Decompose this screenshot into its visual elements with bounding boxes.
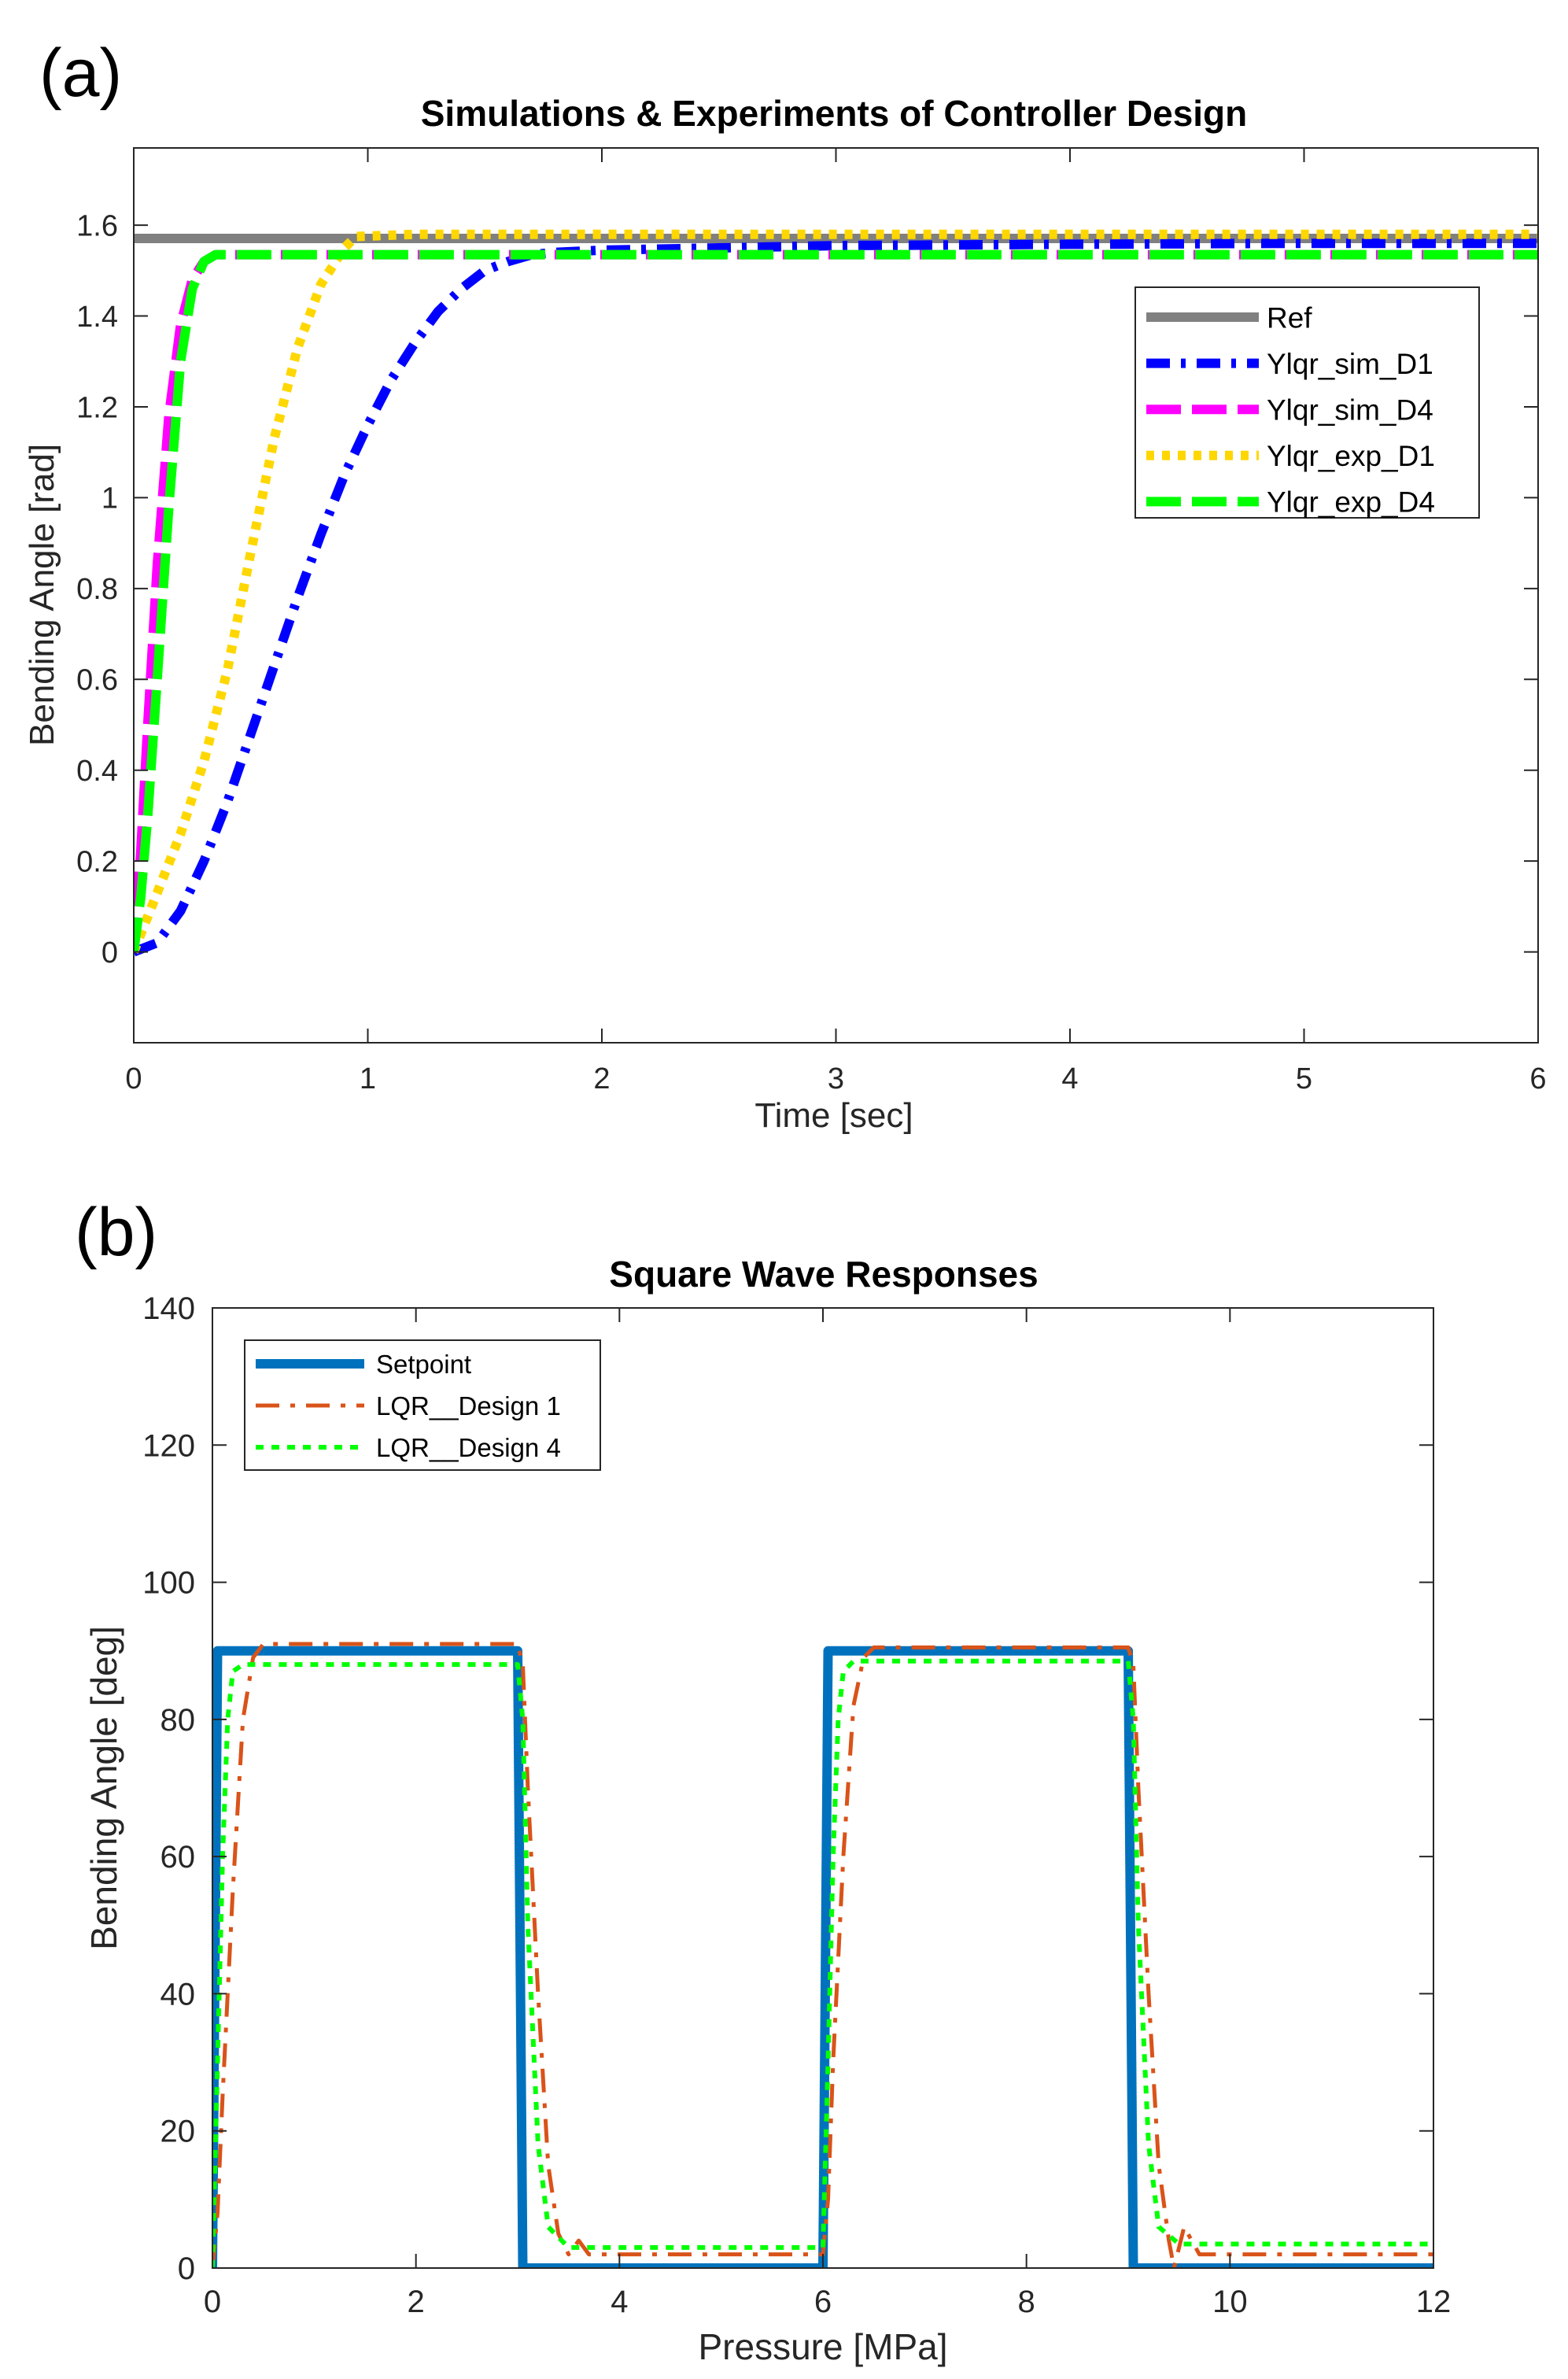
y-tick-label: 0 xyxy=(101,936,118,970)
panel-a-series-group xyxy=(134,229,1538,957)
y-tick-label: 80 xyxy=(160,1703,196,1738)
series-line-ylqr-exp-d1 xyxy=(134,229,1538,954)
panel-b-title: Square Wave Responses xyxy=(609,1254,1038,1295)
x-tick-label: 5 xyxy=(1296,1062,1312,1095)
x-tick-label: 6 xyxy=(814,2285,832,2319)
panel-a-legend: Ref Ylqr_sim_D1 Ylqr_sim_D4 Ylqr_exp_D1 Ylqr… xyxy=(1134,286,1480,519)
x-tick-label: 0 xyxy=(204,2285,221,2319)
panel-a: (a) Simulations & Experiments of Control… xyxy=(23,35,1547,1135)
y-tick-label: 0.6 xyxy=(76,664,118,697)
panel-a-plot-area xyxy=(134,148,1538,1043)
y-tick-label: 20 xyxy=(160,2115,196,2149)
legend-label: LQR__Design 4 xyxy=(376,1433,561,1462)
x-tick-label: 3 xyxy=(828,1062,844,1095)
panel-a-letter: (a) xyxy=(39,35,122,111)
legend-label: Ylqr_exp_D1 xyxy=(1267,440,1435,472)
y-tick-label: 1.4 xyxy=(76,301,118,334)
legend-label: Ref xyxy=(1267,301,1312,334)
panel-b-letter: (b) xyxy=(75,1195,157,1270)
panel-a-legend-box xyxy=(1134,286,1480,519)
legend-label: Setpoint xyxy=(376,1350,471,1379)
panel-a-xlabel: Time [sec] xyxy=(754,1096,913,1135)
y-tick-label: 0.8 xyxy=(76,573,118,606)
x-tick-label: 1 xyxy=(360,1062,376,1095)
panel-b-xlabel: Pressure [MPa] xyxy=(699,2326,948,2367)
y-tick-label: 1.6 xyxy=(76,209,118,242)
y-tick-label: 0.4 xyxy=(76,755,118,788)
x-tick-label: 0 xyxy=(125,1062,142,1095)
x-tick-label: 12 xyxy=(1416,2285,1452,2319)
x-tick-label: 8 xyxy=(1018,2285,1035,2319)
panel-b-legend: Setpoint LQR__Design 1 LQR__Design 4 xyxy=(244,1339,601,1471)
series-line-setpoint xyxy=(212,1646,1433,2268)
x-tick-label: 4 xyxy=(611,2285,628,2319)
y-tick-label: 100 xyxy=(142,1566,195,1601)
legend-label: Ylqr_sim_D4 xyxy=(1267,394,1433,427)
series-line-ylqr-sim-d1 xyxy=(134,238,1538,957)
series-line-ylqr-exp-d4 xyxy=(134,249,1538,953)
panel-b: (b) Square Wave Responses 0 2 4 6 8 10 1202040… xyxy=(75,1195,1451,2367)
y-tick-label: 120 xyxy=(142,1428,195,1463)
y-tick-label: 40 xyxy=(160,1977,196,2011)
y-tick-label: 1 xyxy=(101,482,118,515)
panel-b-ylabel: Bending Angle [deg] xyxy=(83,1626,124,1950)
panel-a-title: Simulations & Experiments of Controller … xyxy=(421,93,1248,134)
legend-label: Ylqr_sim_D1 xyxy=(1267,348,1433,380)
y-tick-label: 60 xyxy=(160,1840,196,1875)
series-line-lqr-design-4 xyxy=(212,1658,1433,2268)
y-tick-label: 1.2 xyxy=(76,391,118,424)
x-tick-label: 2 xyxy=(593,1062,610,1095)
x-tick-label: 4 xyxy=(1061,1062,1078,1095)
y-tick-label: 0.2 xyxy=(76,845,118,878)
legend-label: Ylqr_exp_D4 xyxy=(1267,486,1435,519)
panel-a-ylabel: Bending Angle [rad] xyxy=(23,444,61,746)
x-tick-label: 6 xyxy=(1529,1062,1546,1095)
y-tick-label: 0 xyxy=(178,2252,195,2286)
panel-a-ticks: 0 1 2 3 4 5 6 0 0.2 0.4 0.6 0.8 1 1.2 1.4 1.6 xyxy=(76,148,1547,1095)
legend-label: LQR__Design 1 xyxy=(376,1391,561,1420)
y-tick-label: 140 xyxy=(142,1291,195,1326)
x-tick-label: 10 xyxy=(1212,2285,1248,2319)
x-tick-label: 2 xyxy=(408,2285,425,2319)
